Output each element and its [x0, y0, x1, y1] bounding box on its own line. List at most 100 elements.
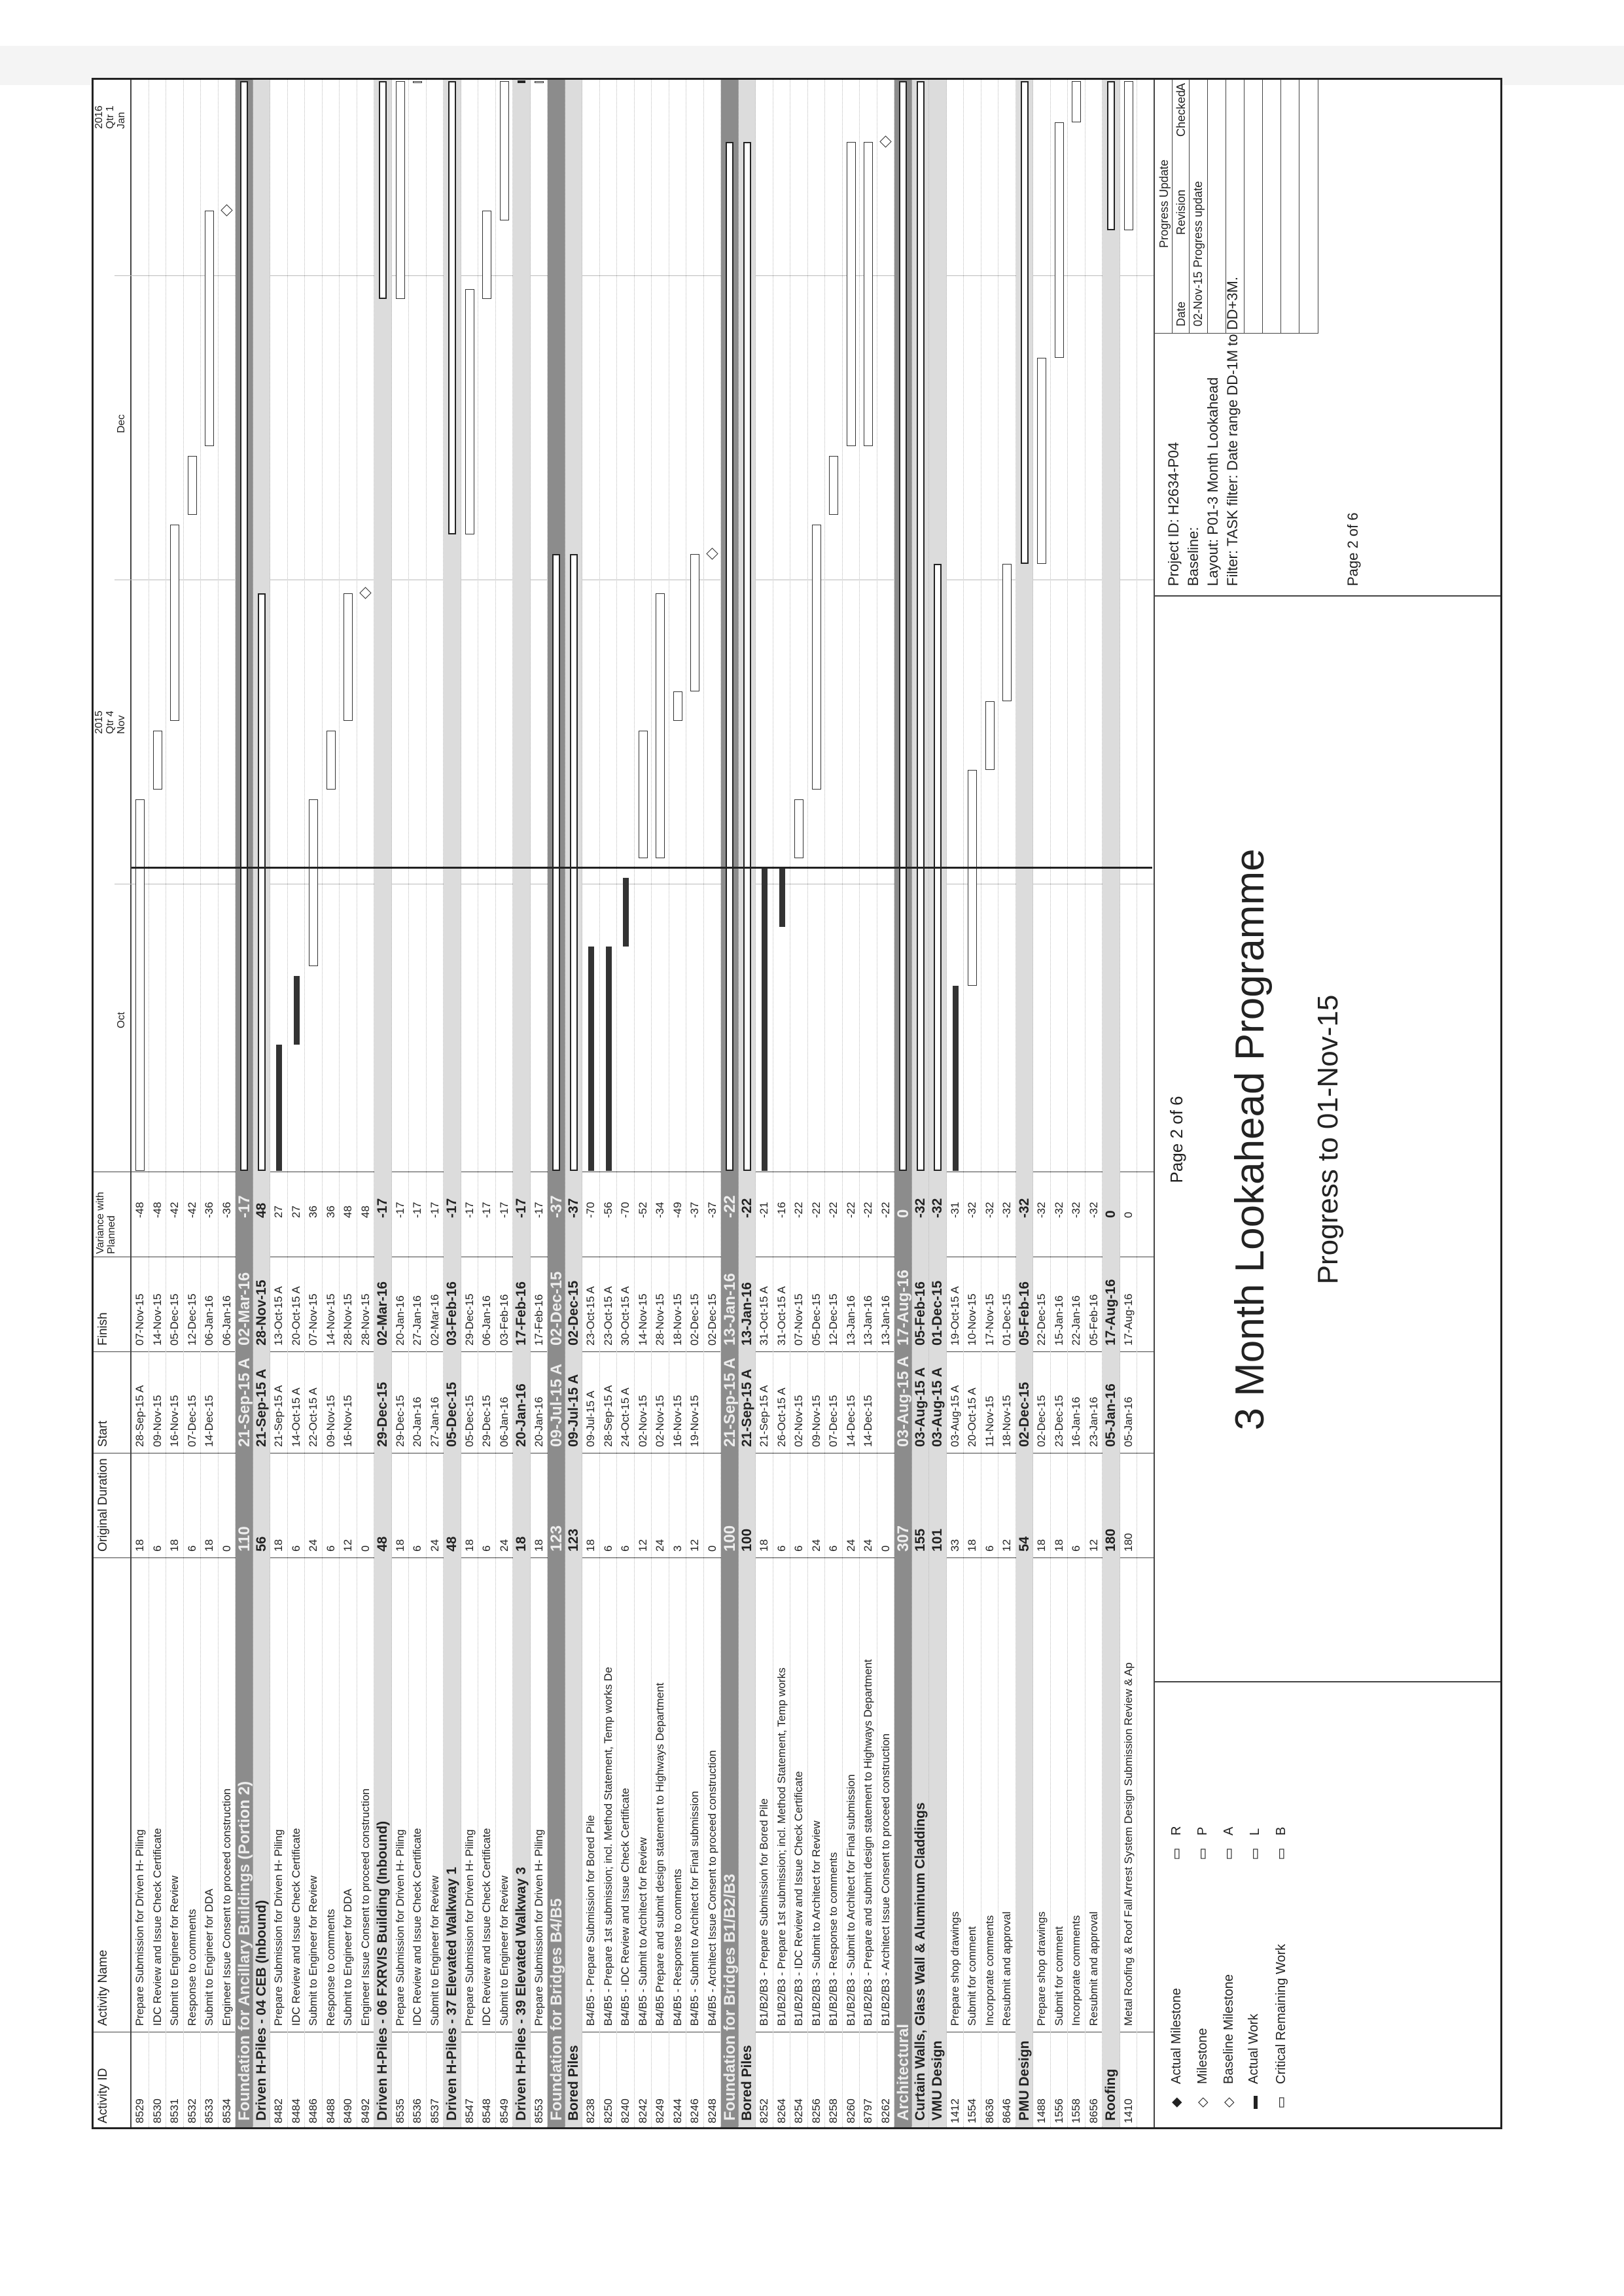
remaining-work-bar[interactable] [187, 456, 197, 515]
activity-row[interactable]: 8484 IDC Review and Issue Check Certifica… [287, 80, 305, 2127]
activity-row[interactable]: 8250 B4/B5 - Prepare 1st submission; incl… [599, 80, 617, 2127]
wbs-group-row[interactable]: VMU Design 101 03-Aug-15 A 01-Dec-15 -32 [929, 80, 947, 2127]
activity-row[interactable]: 1554 Submit for comment 18 20-Oct-15 A 10-No… [964, 80, 981, 2127]
remaining-work-bar[interactable] [326, 731, 336, 790]
remaining-work-bar[interactable] [690, 554, 699, 691]
remaining-work-bar[interactable] [135, 799, 145, 1171]
actual-work-bar[interactable] [762, 868, 768, 1171]
remaining-work-bar[interactable] [864, 142, 873, 446]
activity-row[interactable]: 1556 Submit for comment 18 23-Dec-15 15-Jan-… [1050, 80, 1068, 2127]
remaining-work-bar[interactable] [205, 211, 214, 446]
activity-row[interactable]: 8797 B1/B2/B3 - Prepare and submit design… [860, 80, 877, 2127]
remaining-work-bar[interactable] [968, 770, 977, 986]
wbs-group-row[interactable]: Driven H-Piles - 39 Elevated Walkway 3 18… [513, 80, 531, 2127]
summary-bar[interactable] [379, 81, 387, 299]
remaining-work-bar[interactable] [170, 525, 179, 721]
remaining-work-bar[interactable] [811, 525, 821, 790]
remaining-work-bar[interactable] [1002, 564, 1012, 701]
wbs-group-row[interactable]: PMU Design 54 02-Dec-15 05-Feb-16 -32 [1015, 80, 1033, 2127]
wbs-group-row[interactable]: Driven H-Piles - 37 Elevated Walkway 1 48… [444, 80, 461, 2127]
summary-bar[interactable] [726, 142, 733, 1171]
actual-work-bar[interactable] [605, 947, 612, 1171]
activity-row[interactable]: 8553 Prepare Submission for Driven H- Pil… [530, 80, 548, 2127]
wbs-group-row[interactable]: Bored Piles 100 21-Sep-15 A 13-Jan-16 -22 [738, 80, 756, 2127]
remaining-work-bar[interactable] [673, 691, 682, 721]
actual-work-bar[interactable] [588, 947, 594, 1171]
activity-row[interactable]: 8262 B1/B2/B3 - Architect Issue Consent t… [877, 80, 894, 2127]
remaining-work-bar[interactable] [1072, 81, 1081, 122]
remaining-work-bar[interactable] [829, 456, 838, 515]
remaining-work-bar[interactable] [638, 731, 648, 858]
summary-bar[interactable] [1020, 81, 1029, 564]
wbs-group-row[interactable]: Bored Piles 123 09-Jul-15 A 02-Dec-15 -37 [565, 80, 582, 2127]
summary-bar[interactable] [916, 81, 925, 1171]
activity-row[interactable]: 8246 B4/B5 - Submit to Architect for Fina… [686, 80, 704, 2127]
summary-bar[interactable] [518, 80, 525, 83]
wbs-band-row[interactable]: Foundation for Ancillary Buildings (Port… [236, 80, 253, 2127]
activity-row[interactable]: 8240 B4/B5 - IDC Review and Issue Check C… [617, 80, 635, 2127]
activity-row[interactable]: 1488 Prepare shop drawings 18 02-Dec-15 22-D… [1033, 80, 1051, 2127]
remaining-work-bar[interactable] [1054, 122, 1064, 358]
wbs-group-row[interactable]: Roofing 180 05-Jan-16 17-Aug-16 0 [1103, 80, 1120, 2127]
activity-row[interactable]: 8249 B4/B5 Prepare and submit design stat… [652, 80, 669, 2127]
activity-row[interactable]: 8549 Submit to Engineer for Review 24 06-Ja… [495, 80, 513, 2127]
remaining-work-bar[interactable] [1037, 358, 1046, 564]
activity-row[interactable]: 8260 B1/B2/B3 - Submit to Architect for F… [842, 80, 860, 2127]
activity-row[interactable]: 8248 B4/B5 - Architect Issue Consent to p… [703, 80, 721, 2127]
actual-work-bar[interactable] [952, 986, 959, 1171]
actual-work-bar[interactable] [276, 1045, 282, 1171]
remaining-work-bar[interactable] [534, 81, 544, 83]
activity-row[interactable]: 8264 B1/B2/B3 - Prepare 1st submission; i… [773, 80, 790, 2127]
summary-bar[interactable] [448, 81, 456, 534]
activity-row[interactable]: 8547 Prepare Submission for Driven H- Pil… [461, 80, 478, 2127]
activity-row[interactable]: 8636 Incorporate comments 6 11-Nov-15 17-Nov… [981, 80, 998, 2127]
activity-row[interactable]: 8244 B4/B5 - Response to comments 3 16-Nov-… [669, 80, 686, 2127]
remaining-work-bar[interactable] [395, 81, 405, 299]
activity-row[interactable]: 8529 Prepare Submission for Driven H- Pil… [132, 80, 149, 2127]
activity-row[interactable]: 8646 Resubmit and approval 12 18-Nov-15 01-D… [998, 80, 1016, 2127]
summary-bar[interactable] [899, 81, 907, 1171]
activity-row[interactable]: 8536 IDC Review and Issue Check Certifica… [409, 80, 427, 2127]
remaining-work-bar[interactable] [846, 142, 856, 446]
wbs-group-row[interactable]: Curtain Walls, Glass Wall & Aluminum Cla… [911, 80, 929, 2127]
remaining-work-bar[interactable] [656, 593, 665, 858]
wbs-group-row[interactable]: Driven H-Piles - 04 CEB (Inbound) 56 21-Se… [253, 80, 270, 2127]
remaining-work-bar[interactable] [344, 593, 353, 721]
activity-row[interactable]: 8535 Prepare Submission for Driven H- Pil… [391, 80, 409, 2127]
activity-row[interactable]: 8488 Response to comments 6 09-Nov-15 14-Nov… [322, 80, 340, 2127]
summary-bar[interactable] [569, 554, 578, 1171]
activity-row[interactable]: 8532 Response to comments 6 07-Dec-15 12-Dec… [183, 80, 201, 2127]
actual-work-bar[interactable] [293, 976, 300, 1045]
activity-row[interactable]: 8537 Submit to Engineer for Review 24 27-Ja… [426, 80, 444, 2127]
remaining-work-bar[interactable] [309, 799, 318, 966]
remaining-work-bar[interactable] [482, 211, 491, 299]
activity-row[interactable]: 8530 IDC Review and Issue Check Certifica… [149, 80, 166, 2127]
activity-row[interactable]: 8531 Submit to Engineer for Review 18 16-No… [166, 80, 184, 2127]
summary-bar[interactable] [240, 81, 248, 1171]
activity-row[interactable]: 8238 B4/B5 - Prepare Submission for Bored… [582, 80, 600, 2127]
remaining-work-bar[interactable] [499, 81, 509, 220]
activity-row[interactable]: 8492 Engineer Issue Consent to proceed co… [357, 80, 374, 2127]
wbs-band-row[interactable]: Architectural 307 03-Aug-15 A 17-Aug-16 0 [894, 80, 912, 2127]
activity-row[interactable]: 1558 Incorporate comments 6 16-Jan-16 22-Jan… [1068, 80, 1086, 2127]
activity-row[interactable]: 8254 B1/B2/B3 - IDC Review and Issue Chec… [790, 80, 808, 2127]
activity-row[interactable]: 8486 Submit to Engineer for Review 24 22-Oc… [305, 80, 323, 2127]
remaining-work-bar[interactable] [985, 701, 995, 770]
actual-work-bar[interactable] [623, 878, 629, 947]
activity-row[interactable]: 8656 Resubmit and approval 12 23-Jan-16 05-F… [1085, 80, 1103, 2127]
activity-row[interactable]: 1410 Metal Roofing & Roof Fall Arrest Sys… [1120, 80, 1137, 2127]
summary-bar[interactable] [743, 142, 751, 1171]
summary-bar[interactable] [552, 554, 560, 1171]
wbs-group-row[interactable]: Driven H-Piles - 06 FXRVIS Building (Inb… [374, 80, 392, 2127]
activity-row[interactable]: 8533 Submit to Engineer for DDA 18 14-Dec-1… [201, 80, 219, 2127]
remaining-work-bar[interactable] [413, 81, 422, 83]
activity-row[interactable]: 1412 Prepare shop drawings 33 03-Aug-15 A 19… [946, 80, 964, 2127]
wbs-band-row[interactable]: Foundation for Bridges B4/B5 123 09-Jul-15… [548, 80, 565, 2127]
activity-row[interactable]: 8548 IDC Review and Issue Check Certifica… [478, 80, 496, 2127]
activity-row[interactable]: 8482 Prepare Submission for Driven H- Pil… [270, 80, 288, 2127]
remaining-work-bar[interactable] [1123, 81, 1133, 230]
activity-row[interactable]: 8256 B1/B2/B3 - Submit to Architect for R… [807, 80, 825, 2127]
remaining-work-bar[interactable] [794, 799, 803, 858]
remaining-work-bar[interactable] [152, 731, 162, 790]
actual-work-bar[interactable] [779, 868, 785, 927]
